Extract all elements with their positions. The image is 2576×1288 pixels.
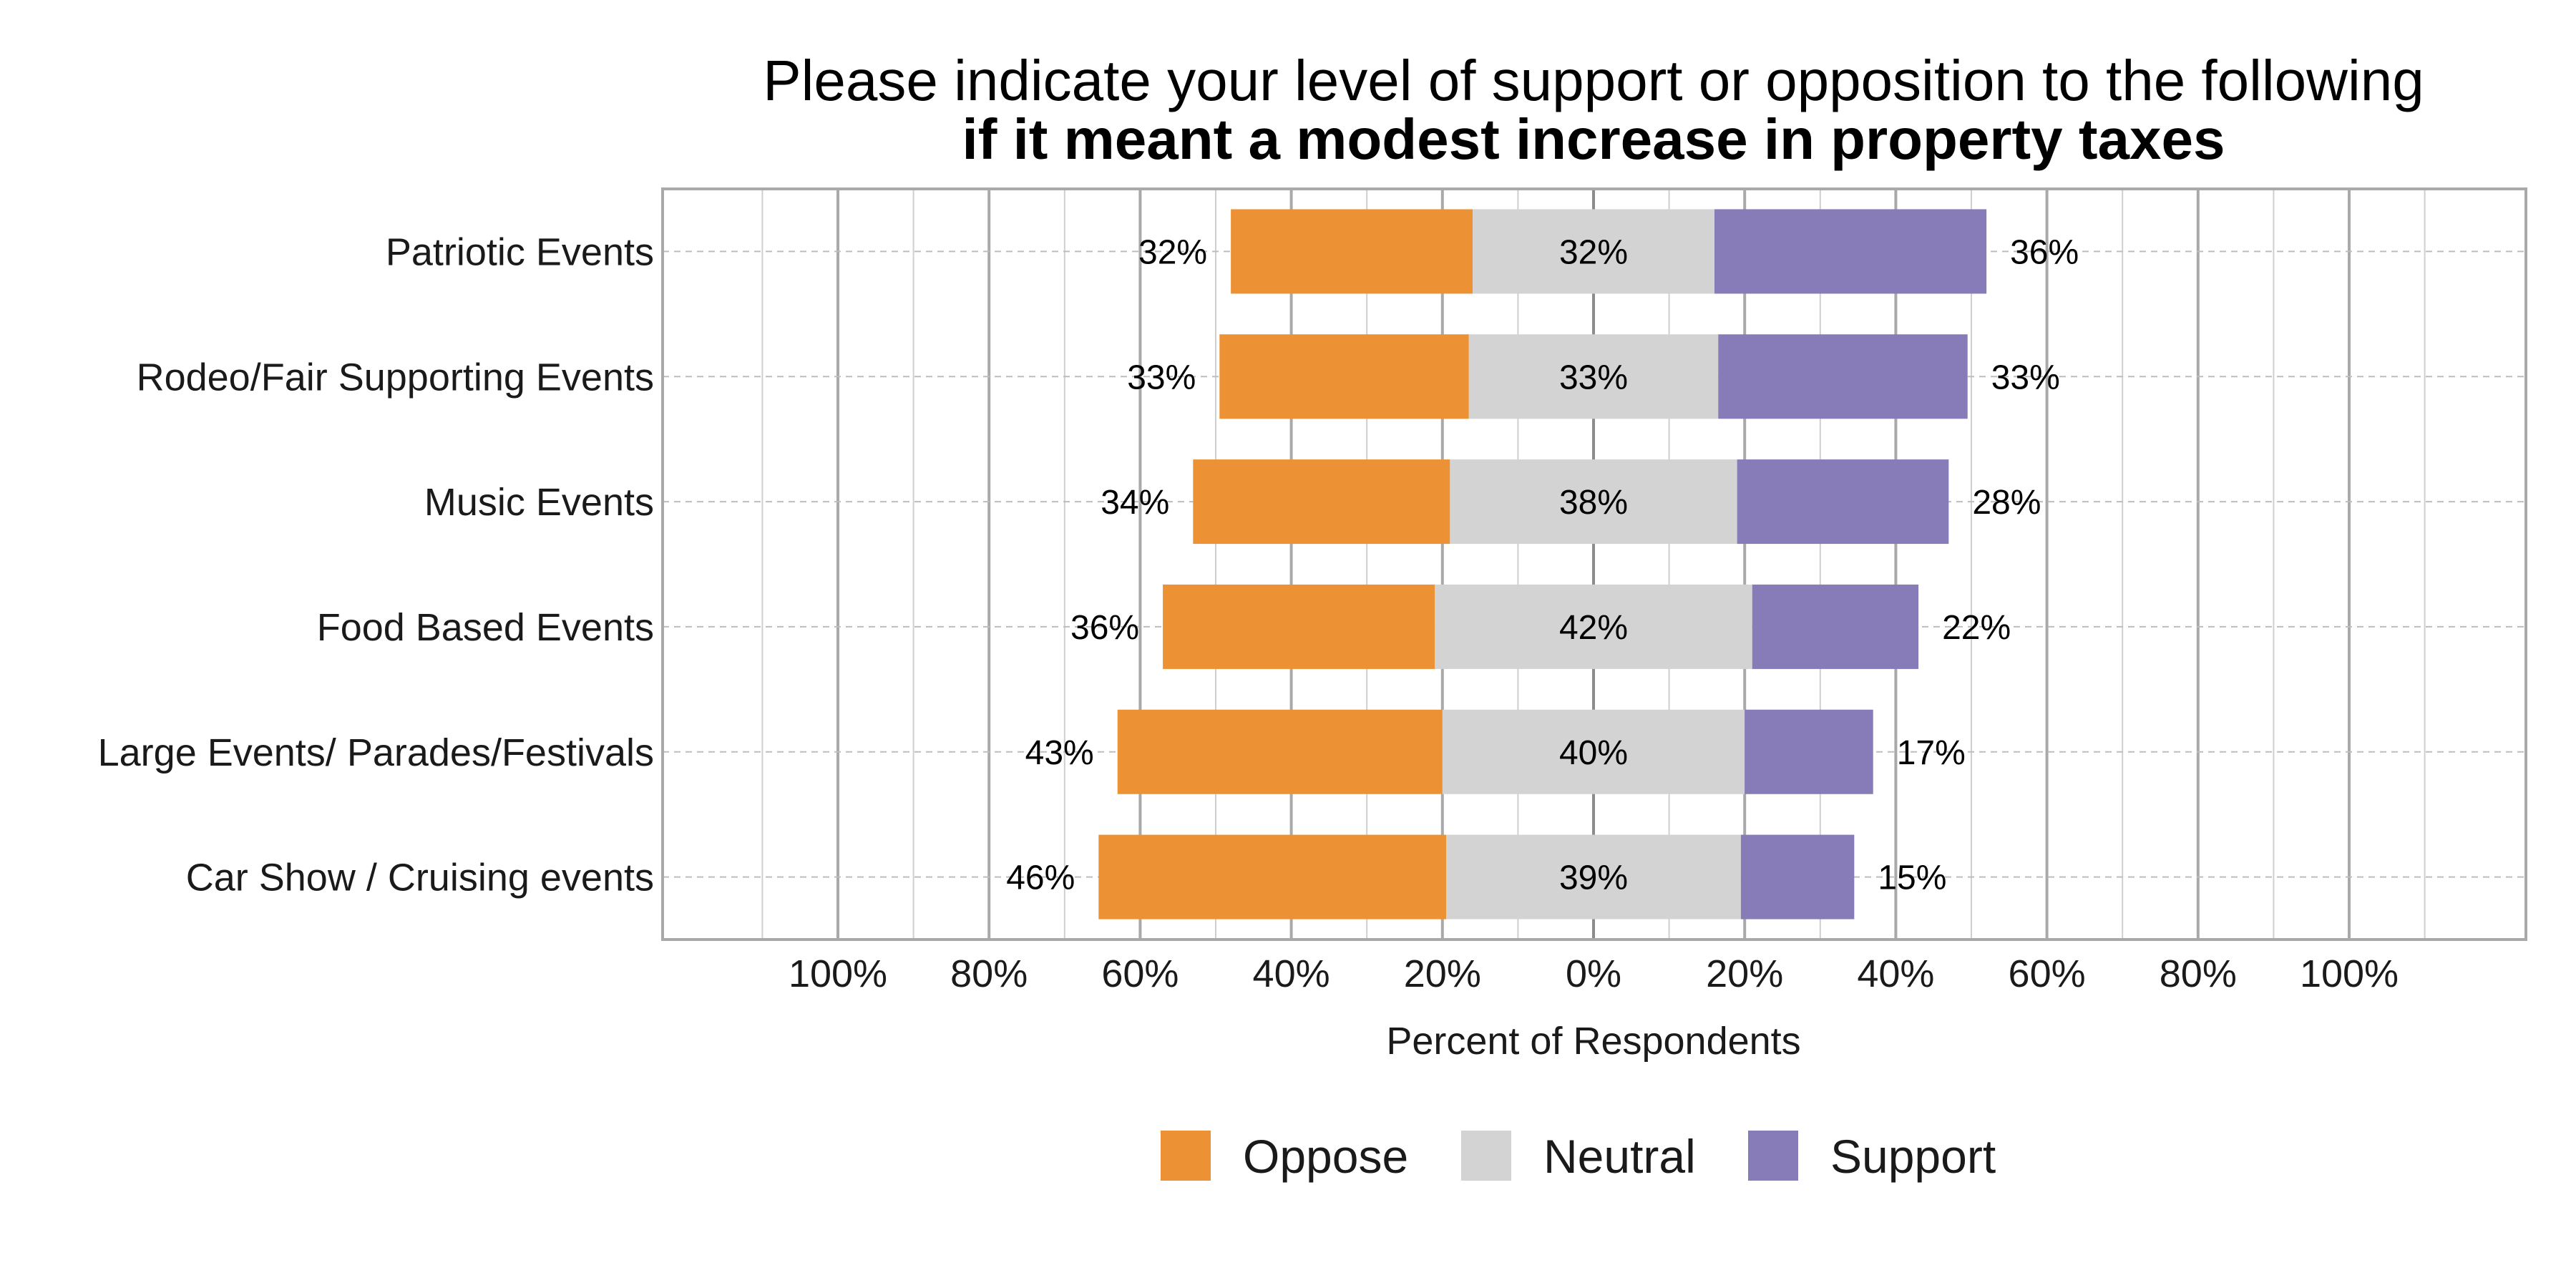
x-axis-title: Percent of Respondents <box>1386 1020 1800 1063</box>
data-label-neutral: 40% <box>1559 734 1628 772</box>
x-tick-label: 80% <box>950 952 1028 995</box>
data-label-neutral: 38% <box>1559 484 1628 522</box>
data-label-support: 28% <box>1972 484 2041 522</box>
plot-area: Patriotic Events 32% 32% 36% Rodeo/Fair Supp… <box>98 187 2527 941</box>
legend-label-neutral: Neutral <box>1543 1130 1696 1183</box>
chart-title: Please indicate your level of support or… <box>763 49 2424 112</box>
legend-swatch-support <box>1748 1131 1798 1181</box>
bar-support <box>1740 834 1855 919</box>
bar-support <box>1737 459 1949 545</box>
category-label: Rodeo/Fair Supporting Events <box>137 356 654 399</box>
bar-neutral <box>1442 709 1745 794</box>
category-label: Music Events <box>424 481 654 524</box>
data-label-neutral: 33% <box>1559 358 1628 396</box>
bar-oppose <box>1163 584 1435 669</box>
bar-oppose <box>1098 834 1447 919</box>
x-tick-label: 20% <box>1404 952 1481 995</box>
legend-swatch-neutral <box>1461 1131 1511 1181</box>
plot-border <box>661 187 2527 941</box>
bar-neutral <box>1468 334 1719 419</box>
category-label: Patriotic Events <box>386 230 654 273</box>
x-tick-label: 40% <box>1253 952 1330 995</box>
chart-subtitle: if it meant a modest increase in propert… <box>962 107 2225 171</box>
bar-oppose <box>1117 709 1443 794</box>
data-label-support: 36% <box>2010 233 2079 271</box>
data-label-oppose: 33% <box>1127 358 1196 396</box>
data-label-support: 17% <box>1897 734 1966 772</box>
x-tick-label: 100% <box>2300 952 2399 995</box>
bar-support <box>1752 584 1919 669</box>
data-label-oppose: 36% <box>1070 609 1139 647</box>
data-label-support: 15% <box>1878 859 1946 897</box>
bar-oppose <box>1219 334 1469 419</box>
bar-support <box>1714 209 1987 294</box>
x-axis-ticks: 100% 80% 60% 40% 20% 0% 20% 40% 60% 80% 100% <box>789 952 2399 995</box>
legend-swatch-oppose <box>1161 1131 1211 1181</box>
bar-oppose <box>1231 209 1473 294</box>
x-tick-label: 100% <box>789 952 887 995</box>
data-label-oppose: 43% <box>1025 734 1094 772</box>
category-label: Large Events/ Parades/Festivals <box>98 731 654 774</box>
bar-support <box>1745 709 1873 794</box>
bar-neutral <box>1473 209 1714 294</box>
data-label-oppose: 46% <box>1006 859 1075 897</box>
data-label-neutral: 42% <box>1559 609 1628 647</box>
bar-neutral <box>1450 459 1737 545</box>
x-tick-label: 0% <box>1566 952 1621 995</box>
data-label-oppose: 32% <box>1138 233 1207 271</box>
x-tick-label: 40% <box>1857 952 1934 995</box>
data-label-neutral: 39% <box>1559 859 1628 897</box>
bar-oppose <box>1193 459 1450 545</box>
category-label: Food Based Events <box>317 606 654 649</box>
bar-neutral <box>1446 834 1741 919</box>
x-tick-label: 80% <box>2160 952 2237 995</box>
data-label-support: 33% <box>1991 358 2060 396</box>
x-tick-label: 60% <box>1101 952 1179 995</box>
bar-neutral <box>1435 584 1752 669</box>
legend: Oppose Neutral Support <box>1161 1130 1996 1183</box>
x-tick-label: 20% <box>1706 952 1783 995</box>
data-label-oppose: 34% <box>1101 484 1169 522</box>
x-tick-label: 60% <box>2009 952 2086 995</box>
legend-label-oppose: Oppose <box>1243 1130 1408 1183</box>
data-label-support: 22% <box>1942 609 2011 647</box>
category-label: Car Show / Cruising events <box>186 857 654 899</box>
bar-support <box>1718 334 1968 419</box>
legend-label-support: Support <box>1830 1130 1996 1183</box>
data-label-neutral: 32% <box>1559 233 1628 271</box>
